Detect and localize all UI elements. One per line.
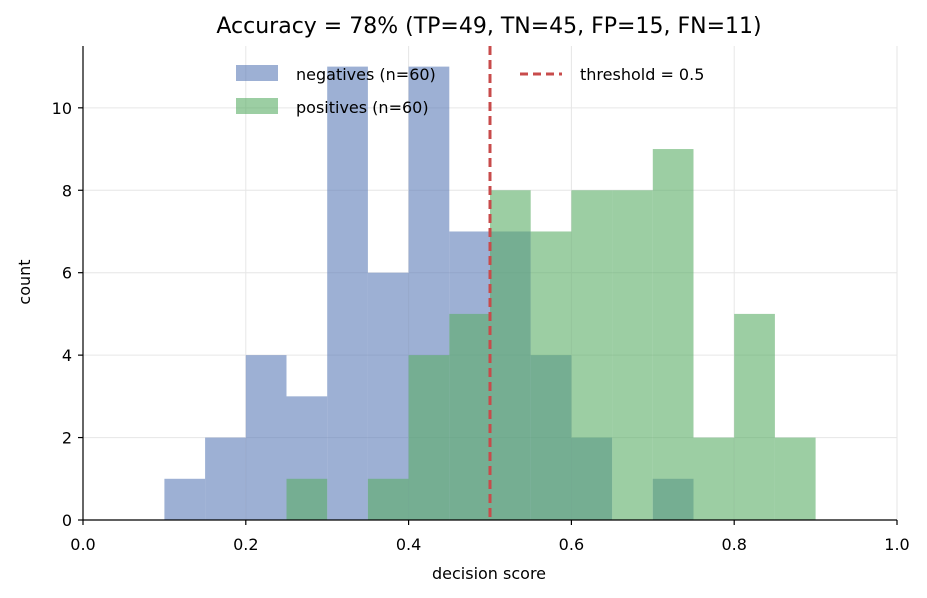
positives-bars xyxy=(286,149,816,521)
negatives-bar xyxy=(367,272,409,520)
legend-swatch-positives xyxy=(236,98,278,114)
x-tick-label: 1.0 xyxy=(884,535,909,554)
x-tick-label: 0.4 xyxy=(396,535,421,554)
y-tick-label: 2 xyxy=(62,429,72,448)
positives-bar xyxy=(571,190,613,520)
x-tick-label: 0.2 xyxy=(233,535,258,554)
positives-bar xyxy=(693,437,735,520)
y-tick-label: 4 xyxy=(62,346,72,365)
y-tick-label: 10 xyxy=(52,99,72,118)
legend-label-negatives: negatives (n=60) xyxy=(296,65,436,84)
axes xyxy=(82,46,897,521)
negatives-bar xyxy=(245,355,287,520)
y-tick-label: 6 xyxy=(62,264,72,283)
positives-bar xyxy=(530,231,572,520)
chart-title: Accuracy = 78% (TP=49, TN=45, FP=15, FN=… xyxy=(216,14,761,39)
negatives-bar xyxy=(205,437,246,520)
positives-bar xyxy=(367,478,409,520)
y-tick-label: 8 xyxy=(62,181,72,200)
legend: negatives (n=60) positives (n=60) thresh… xyxy=(236,65,704,117)
y-axis-ticks: 0 2 4 6 8 10 xyxy=(52,99,83,530)
x-axis-label: decision score xyxy=(432,564,546,583)
x-axis-ticks: 0.0 0.2 0.4 0.6 0.8 1.0 xyxy=(70,520,910,554)
x-tick-label: 0.0 xyxy=(70,535,95,554)
positives-bar xyxy=(734,313,775,520)
y-tick-label: 0 xyxy=(62,511,72,530)
positives-bar xyxy=(774,437,816,520)
x-tick-label: 0.8 xyxy=(721,535,746,554)
positives-bar xyxy=(612,190,653,520)
legend-label-positives: positives (n=60) xyxy=(296,98,429,117)
positives-bar xyxy=(490,190,531,520)
negatives-bar xyxy=(164,478,206,520)
negatives-bar xyxy=(327,66,368,520)
positives-bar xyxy=(652,149,694,521)
legend-label-threshold: threshold = 0.5 xyxy=(580,65,704,84)
positives-bar xyxy=(286,478,328,520)
legend-swatch-negatives xyxy=(236,65,278,81)
x-tick-label: 0.6 xyxy=(559,535,584,554)
y-axis-label: count xyxy=(15,259,34,304)
positives-bar xyxy=(449,313,490,520)
positives-bar xyxy=(408,355,450,520)
